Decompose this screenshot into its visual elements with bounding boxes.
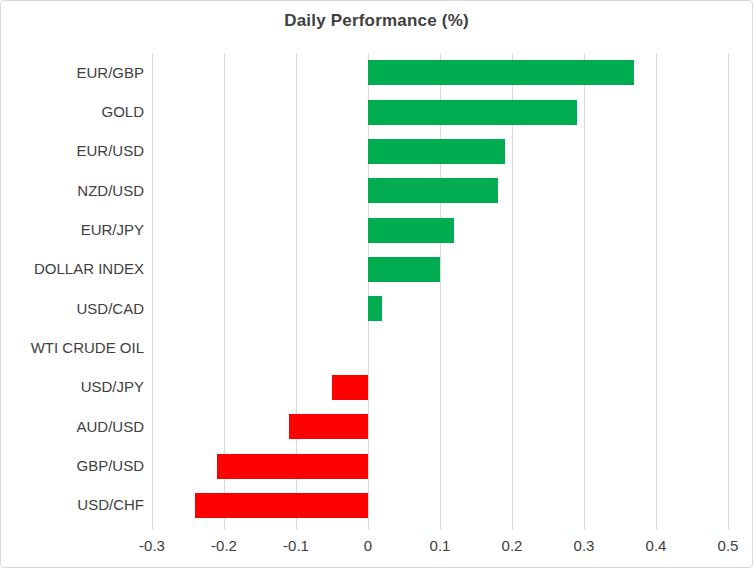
- axis-tick-mark: [584, 525, 585, 530]
- category-label-usd-chf: USD/CHF: [7, 496, 144, 513]
- category-label-aud-usd: AUD/USD: [7, 418, 144, 435]
- bar-gbp-usd: [217, 454, 368, 479]
- x-tick-label: 0.1: [410, 537, 470, 554]
- x-tick-label: -0.3: [122, 537, 182, 554]
- axis-tick-mark: [656, 525, 657, 530]
- bar-eur-jpy: [368, 218, 454, 243]
- gridline: [152, 53, 153, 525]
- bar-dollar-index: [368, 257, 440, 282]
- category-label-eur-jpy: EUR/JPY: [7, 221, 144, 238]
- axis-tick-mark: [440, 525, 441, 530]
- category-label-eur-gbp: EUR/GBP: [7, 64, 144, 81]
- axis-tick-mark: [152, 525, 153, 530]
- category-label-nzd-usd: NZD/USD: [7, 182, 144, 199]
- chart-container: Daily Performance (%) EUR/GBP GOLD EUR/USD…: [0, 0, 753, 568]
- category-label-eur-usd: EUR/USD: [7, 142, 144, 159]
- chart-title: Daily Performance (%): [1, 11, 752, 31]
- axis-tick-mark: [512, 525, 513, 530]
- category-label-gbp-usd: GBP/USD: [7, 457, 144, 474]
- x-tick-label: -0.2: [194, 537, 254, 554]
- category-label-wti-crude-oil: WTI CRUDE OIL: [7, 339, 144, 356]
- bar-usd-jpy: [332, 375, 368, 400]
- gridline: [584, 53, 585, 525]
- category-label-dollar-index: DOLLAR INDEX: [7, 260, 144, 277]
- axis-tick-mark: [296, 525, 297, 530]
- gridline: [728, 53, 729, 525]
- bar-aud-usd: [289, 414, 368, 439]
- category-label-gold: GOLD: [7, 103, 144, 120]
- bar-eur-gbp: [368, 60, 634, 85]
- axis-tick-mark: [728, 525, 729, 530]
- x-tick-label: 0: [338, 537, 398, 554]
- plot-area: [152, 53, 728, 525]
- x-tick-label: 0.4: [626, 537, 686, 554]
- x-tick-label: 0.5: [698, 537, 753, 554]
- x-tick-label: 0.3: [554, 537, 614, 554]
- bar-eur-usd: [368, 139, 505, 164]
- category-label-usd-cad: USD/CAD: [7, 300, 144, 317]
- x-tick-label: 0.2: [482, 537, 542, 554]
- bar-usd-chf: [195, 493, 368, 518]
- bar-gold: [368, 100, 577, 125]
- axis-tick-mark: [224, 525, 225, 530]
- gridline: [656, 53, 657, 525]
- bar-nzd-usd: [368, 178, 498, 203]
- axis-tick-mark: [368, 525, 369, 530]
- x-tick-label: -0.1: [266, 537, 326, 554]
- bar-usd-cad: [368, 296, 382, 321]
- category-label-usd-jpy: USD/JPY: [7, 378, 144, 395]
